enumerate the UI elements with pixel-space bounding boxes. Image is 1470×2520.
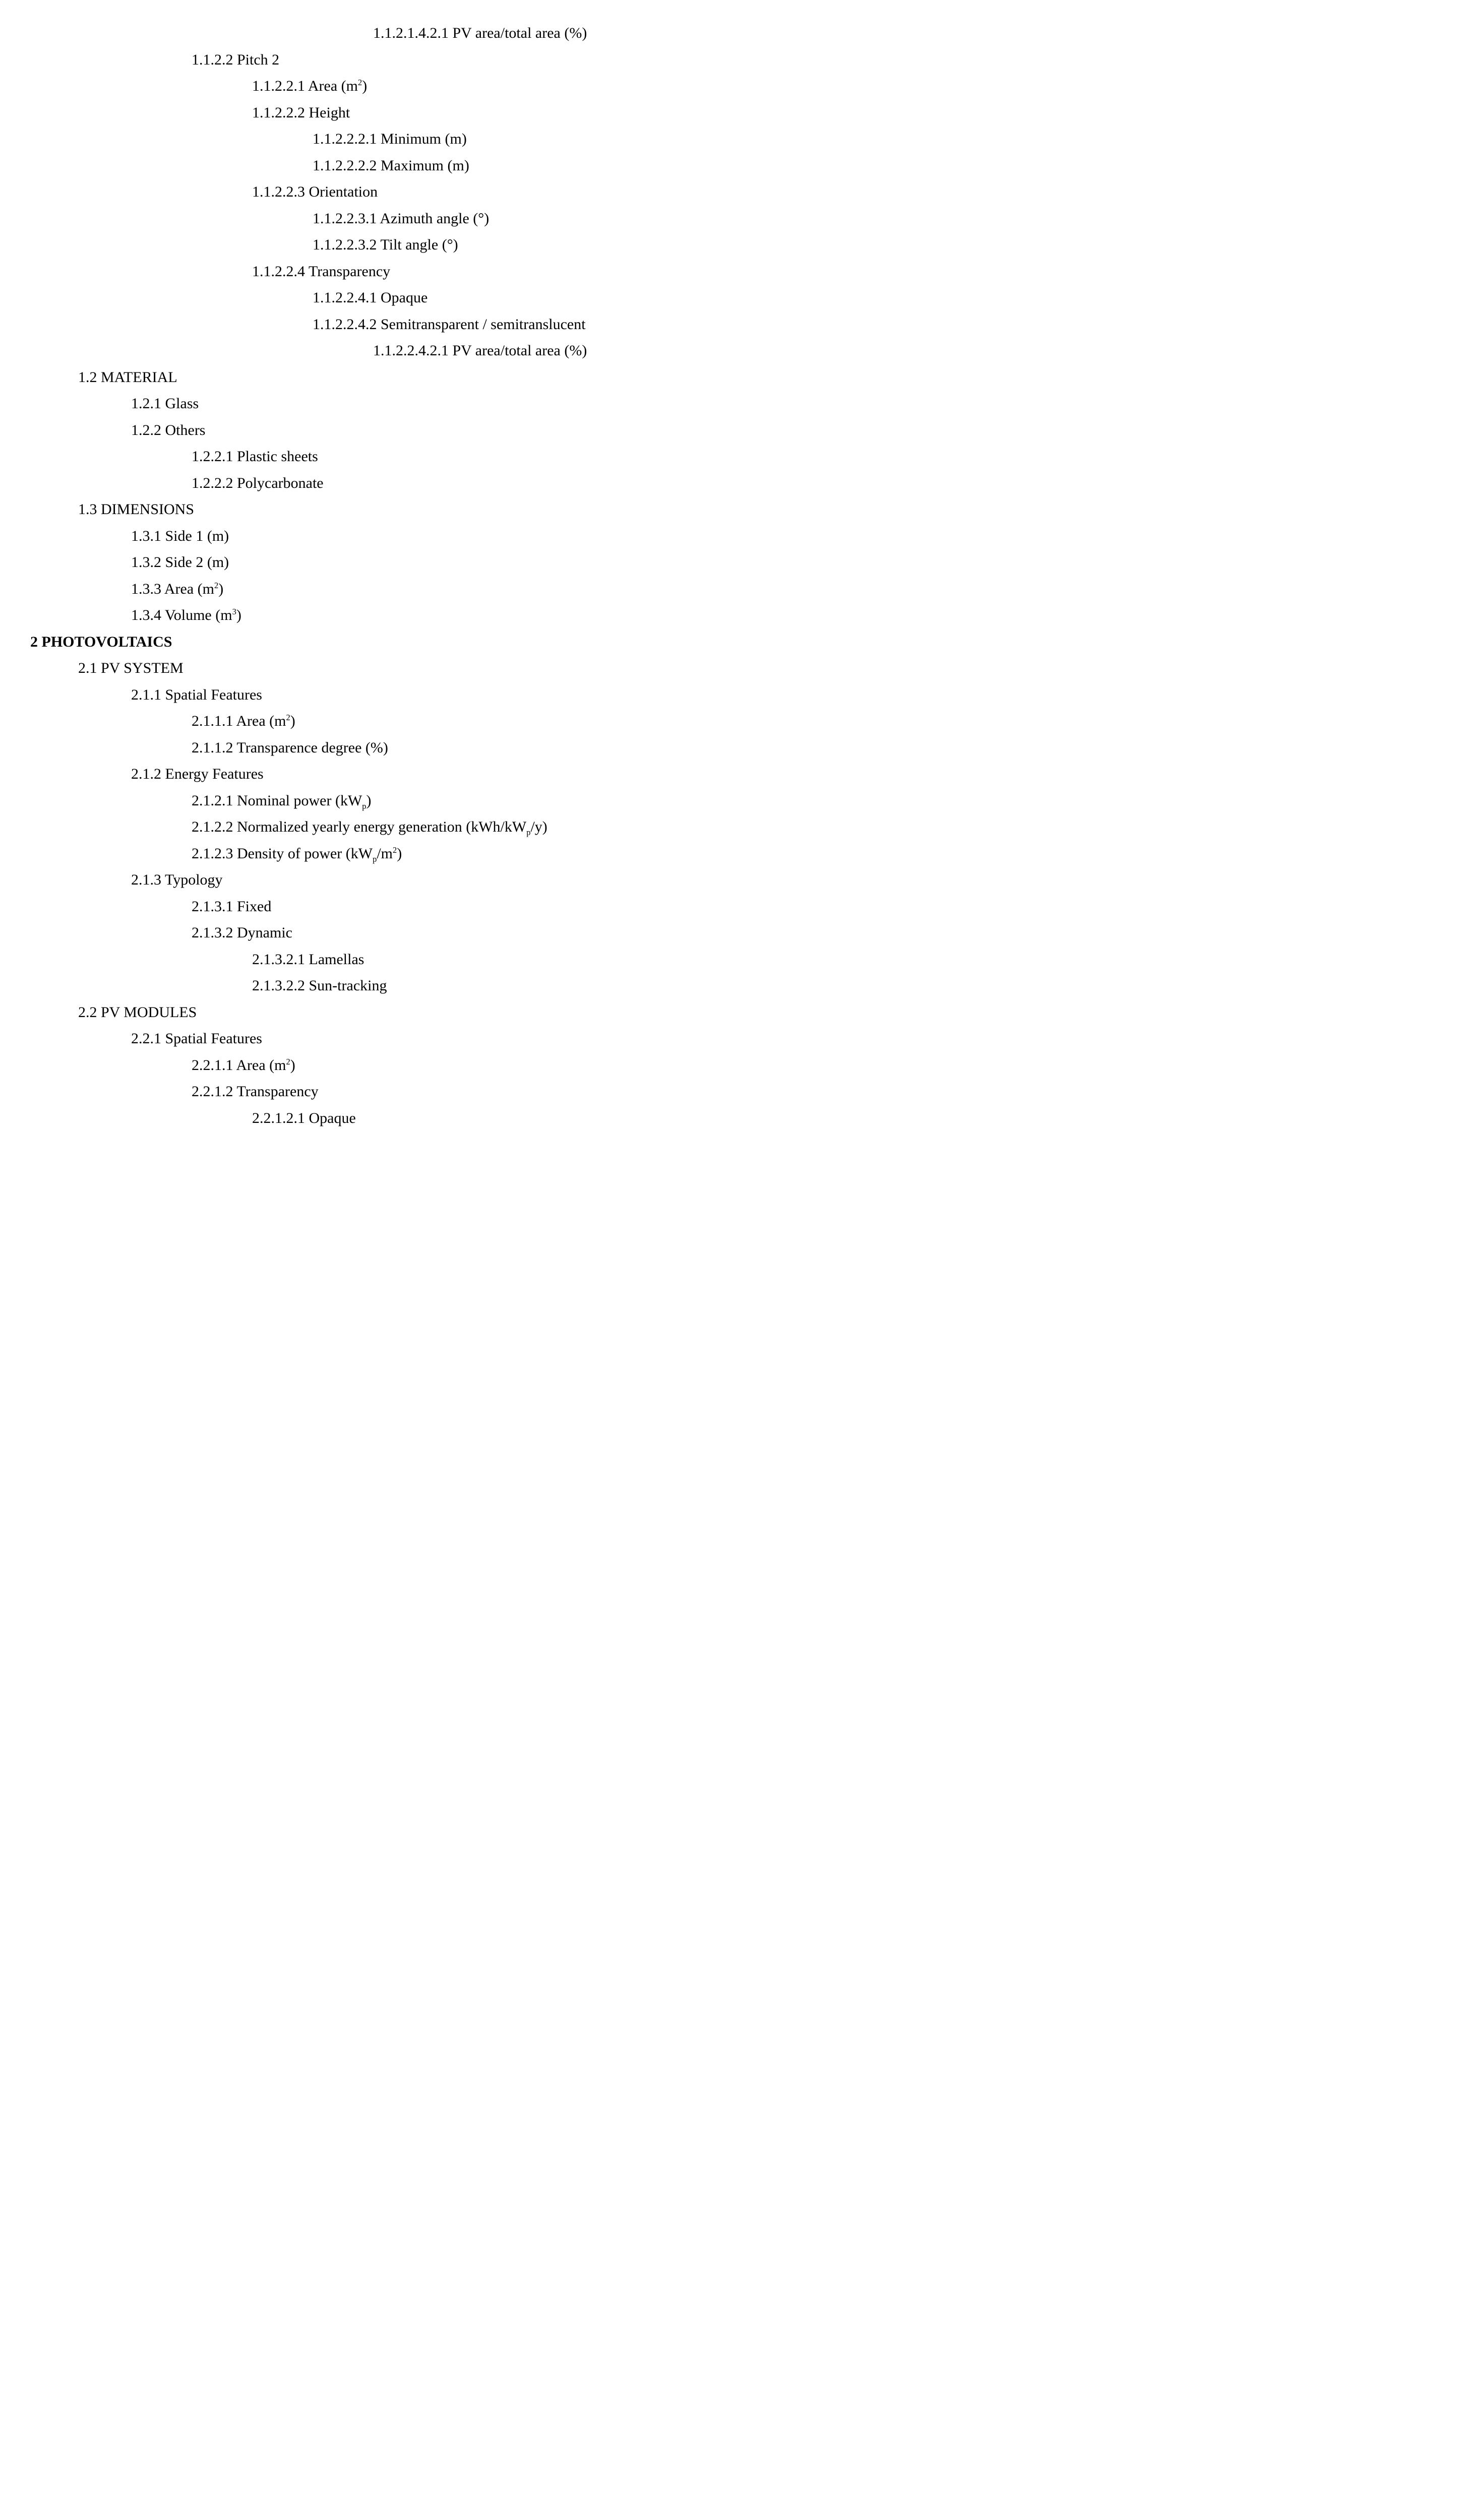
outline-item-38: 2.2.1 Spatial Features xyxy=(30,1026,1440,1052)
outline-item-4: 1.1.2.2.2.1 Minimum (m) xyxy=(30,126,1440,153)
outline-item-34: 2.1.3.2 Dynamic xyxy=(30,920,1440,947)
outline-item-13: 1.2 MATERIAL xyxy=(30,364,1440,391)
outline-item-26: 2.1.1.1 Area (m2) xyxy=(30,708,1440,735)
outline-item-30: 2.1.2.2 Normalized yearly energy generat… xyxy=(30,814,1440,841)
outline-item-31: 2.1.2.3 Density of power (kWp/m2) xyxy=(30,841,1440,867)
outline-item-5: 1.1.2.2.2.2 Maximum (m) xyxy=(30,153,1440,179)
outline-item-19: 1.3.1 Side 1 (m) xyxy=(30,523,1440,550)
outline-item-18: 1.3 DIMENSIONS xyxy=(30,496,1440,523)
outline-item-23: 2 PHOTOVOLTAICS xyxy=(30,629,1440,656)
outline-item-8: 1.1.2.2.3.2 Tilt angle (°) xyxy=(30,232,1440,259)
outline-item-10: 1.1.2.2.4.1 Opaque xyxy=(30,285,1440,311)
outline-item-36: 2.1.3.2.2 Sun-tracking xyxy=(30,973,1440,999)
outline-item-22: 1.3.4 Volume (m3) xyxy=(30,602,1440,629)
outline-item-29: 2.1.2.1 Nominal power (kWp) xyxy=(30,788,1440,814)
outline-item-37: 2.2 PV MODULES xyxy=(30,999,1440,1026)
outline-item-15: 1.2.2 Others xyxy=(30,417,1440,444)
outline-item-12: 1.1.2.2.4.2.1 PV area/total area (%) xyxy=(30,338,1440,364)
outline-item-20: 1.3.2 Side 2 (m) xyxy=(30,549,1440,576)
outline-item-7: 1.1.2.2.3.1 Azimuth angle (°) xyxy=(30,206,1440,232)
outline-item-41: 2.2.1.2.1 Opaque xyxy=(30,1105,1440,1132)
outline-item-35: 2.1.3.2.1 Lamellas xyxy=(30,947,1440,973)
outline-item-0: 1.1.2.1.4.2.1 PV area/total area (%) xyxy=(30,20,1440,47)
outline-item-39: 2.2.1.1 Area (m2) xyxy=(30,1052,1440,1079)
outline-item-21: 1.3.3 Area (m2) xyxy=(30,576,1440,603)
outline-item-3: 1.1.2.2.2 Height xyxy=(30,100,1440,127)
outline-item-17: 1.2.2.2 Polycarbonate xyxy=(30,470,1440,497)
outline-item-16: 1.2.2.1 Plastic sheets xyxy=(30,444,1440,470)
outline-item-25: 2.1.1 Spatial Features xyxy=(30,682,1440,709)
outline-item-6: 1.1.2.2.3 Orientation xyxy=(30,179,1440,206)
outline-item-27: 2.1.1.2 Transparence degree (%) xyxy=(30,735,1440,762)
outline-item-14: 1.2.1 Glass xyxy=(30,391,1440,417)
outline-item-24: 2.1 PV SYSTEM xyxy=(30,655,1440,682)
outline-item-1: 1.1.2.2 Pitch 2 xyxy=(30,47,1440,74)
outline-item-33: 2.1.3.1 Fixed xyxy=(30,894,1440,920)
outline-item-9: 1.1.2.2.4 Transparency xyxy=(30,259,1440,285)
outline-item-2: 1.1.2.2.1 Area (m2) xyxy=(30,73,1440,100)
outline-item-28: 2.1.2 Energy Features xyxy=(30,761,1440,788)
outline-item-11: 1.1.2.2.4.2 Semitransparent / semitransl… xyxy=(30,311,1440,338)
outline-item-32: 2.1.3 Typology xyxy=(30,867,1440,894)
outline-item-40: 2.2.1.2 Transparency xyxy=(30,1079,1440,1105)
outline-container: 1.1.2.1.4.2.1 PV area/total area (%)1.1.… xyxy=(30,20,1440,1131)
